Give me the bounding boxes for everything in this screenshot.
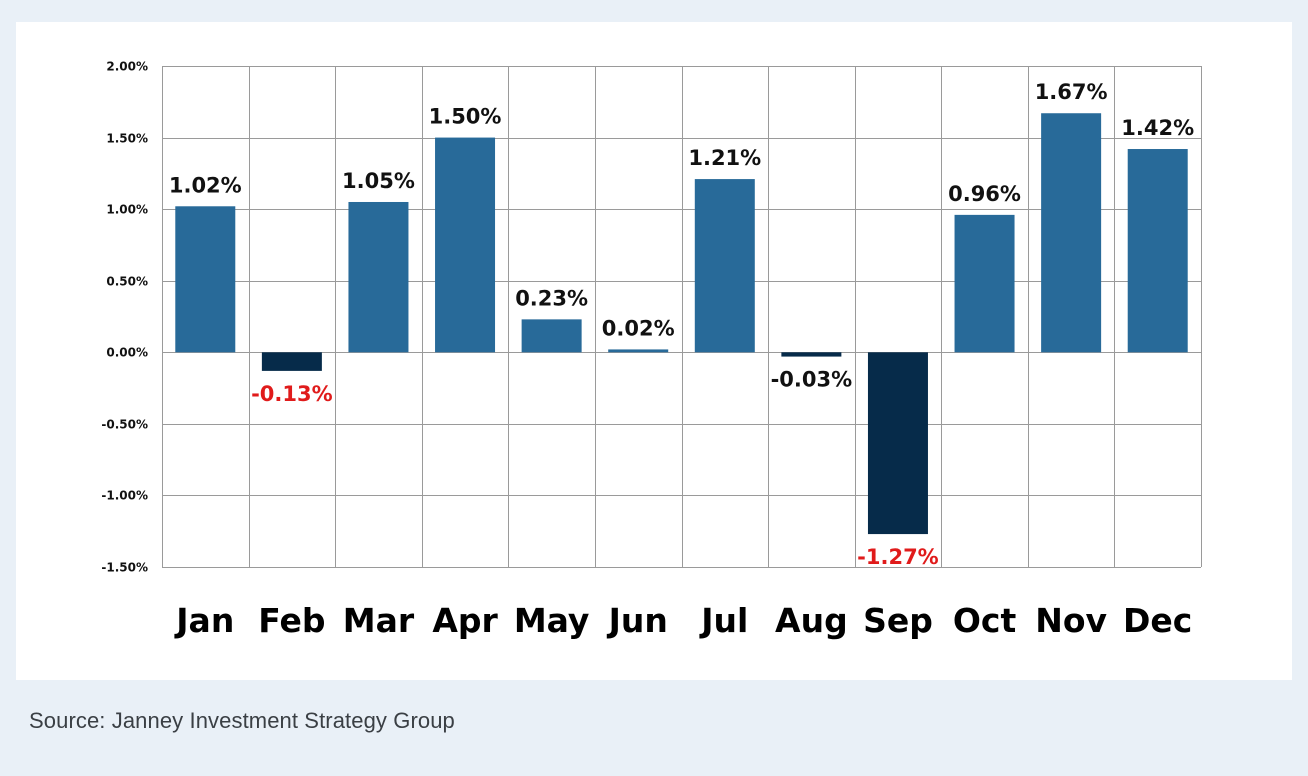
x-tick-label-jul: Jul	[699, 601, 748, 640]
bar-feb	[261, 352, 322, 371]
data-label-jul: 1.21%	[688, 146, 761, 170]
data-label-jun: 0.02%	[602, 316, 675, 340]
data-label-nov: 1.67%	[1035, 80, 1108, 104]
data-label-sep: -1.27%	[857, 545, 939, 569]
x-tick-label-apr: Apr	[432, 601, 498, 640]
data-label-apr: 1.50%	[429, 105, 502, 129]
x-tick-label-mar: Mar	[343, 601, 415, 640]
x-tick-label-aug: Aug	[775, 601, 848, 640]
data-label-may: 0.23%	[515, 286, 588, 310]
x-tick-label-jan: Jan	[174, 601, 234, 640]
bar-jul	[694, 179, 755, 353]
y-tick-label: 0.50%	[106, 275, 148, 289]
bar-sep	[867, 352, 928, 535]
data-label-dec: 1.42%	[1121, 116, 1194, 140]
y-tick-label: -1.50%	[101, 561, 148, 575]
bar-apr	[435, 137, 496, 353]
data-label-jan: 1.02%	[169, 173, 242, 197]
bar-aug	[781, 352, 842, 357]
y-tick-label: 0.00%	[106, 346, 148, 360]
data-label-mar: 1.05%	[342, 169, 415, 193]
source-note: Source: Janney Investment Strategy Group	[29, 708, 455, 733]
bar-nov	[1041, 113, 1102, 353]
y-tick-label: -1.00%	[101, 489, 148, 503]
y-tick-label: -0.50%	[101, 418, 148, 432]
bar-jun	[608, 349, 669, 353]
bar-jan	[175, 206, 236, 353]
y-tick-label: 1.50%	[106, 132, 148, 146]
x-tick-label-jun: Jun	[607, 601, 668, 640]
x-tick-label-feb: Feb	[258, 601, 325, 640]
x-tick-label-may: May	[514, 601, 590, 640]
x-tick-label-sep: Sep	[863, 601, 933, 640]
x-tick-label-nov: Nov	[1035, 601, 1107, 640]
data-label-feb: -0.13%	[251, 382, 333, 406]
x-tick-label-dec: Dec	[1123, 601, 1192, 640]
y-tick-label: 1.00%	[106, 203, 148, 217]
data-label-aug: -0.03%	[771, 368, 853, 392]
y-tick-label: 2.00%	[106, 60, 148, 74]
bar-mar	[348, 201, 409, 353]
bar-may	[521, 319, 582, 353]
bar-dec	[1127, 149, 1188, 353]
x-tick-label-oct: Oct	[953, 601, 1017, 640]
bar-oct	[954, 214, 1015, 353]
data-label-oct: 0.96%	[948, 182, 1021, 206]
